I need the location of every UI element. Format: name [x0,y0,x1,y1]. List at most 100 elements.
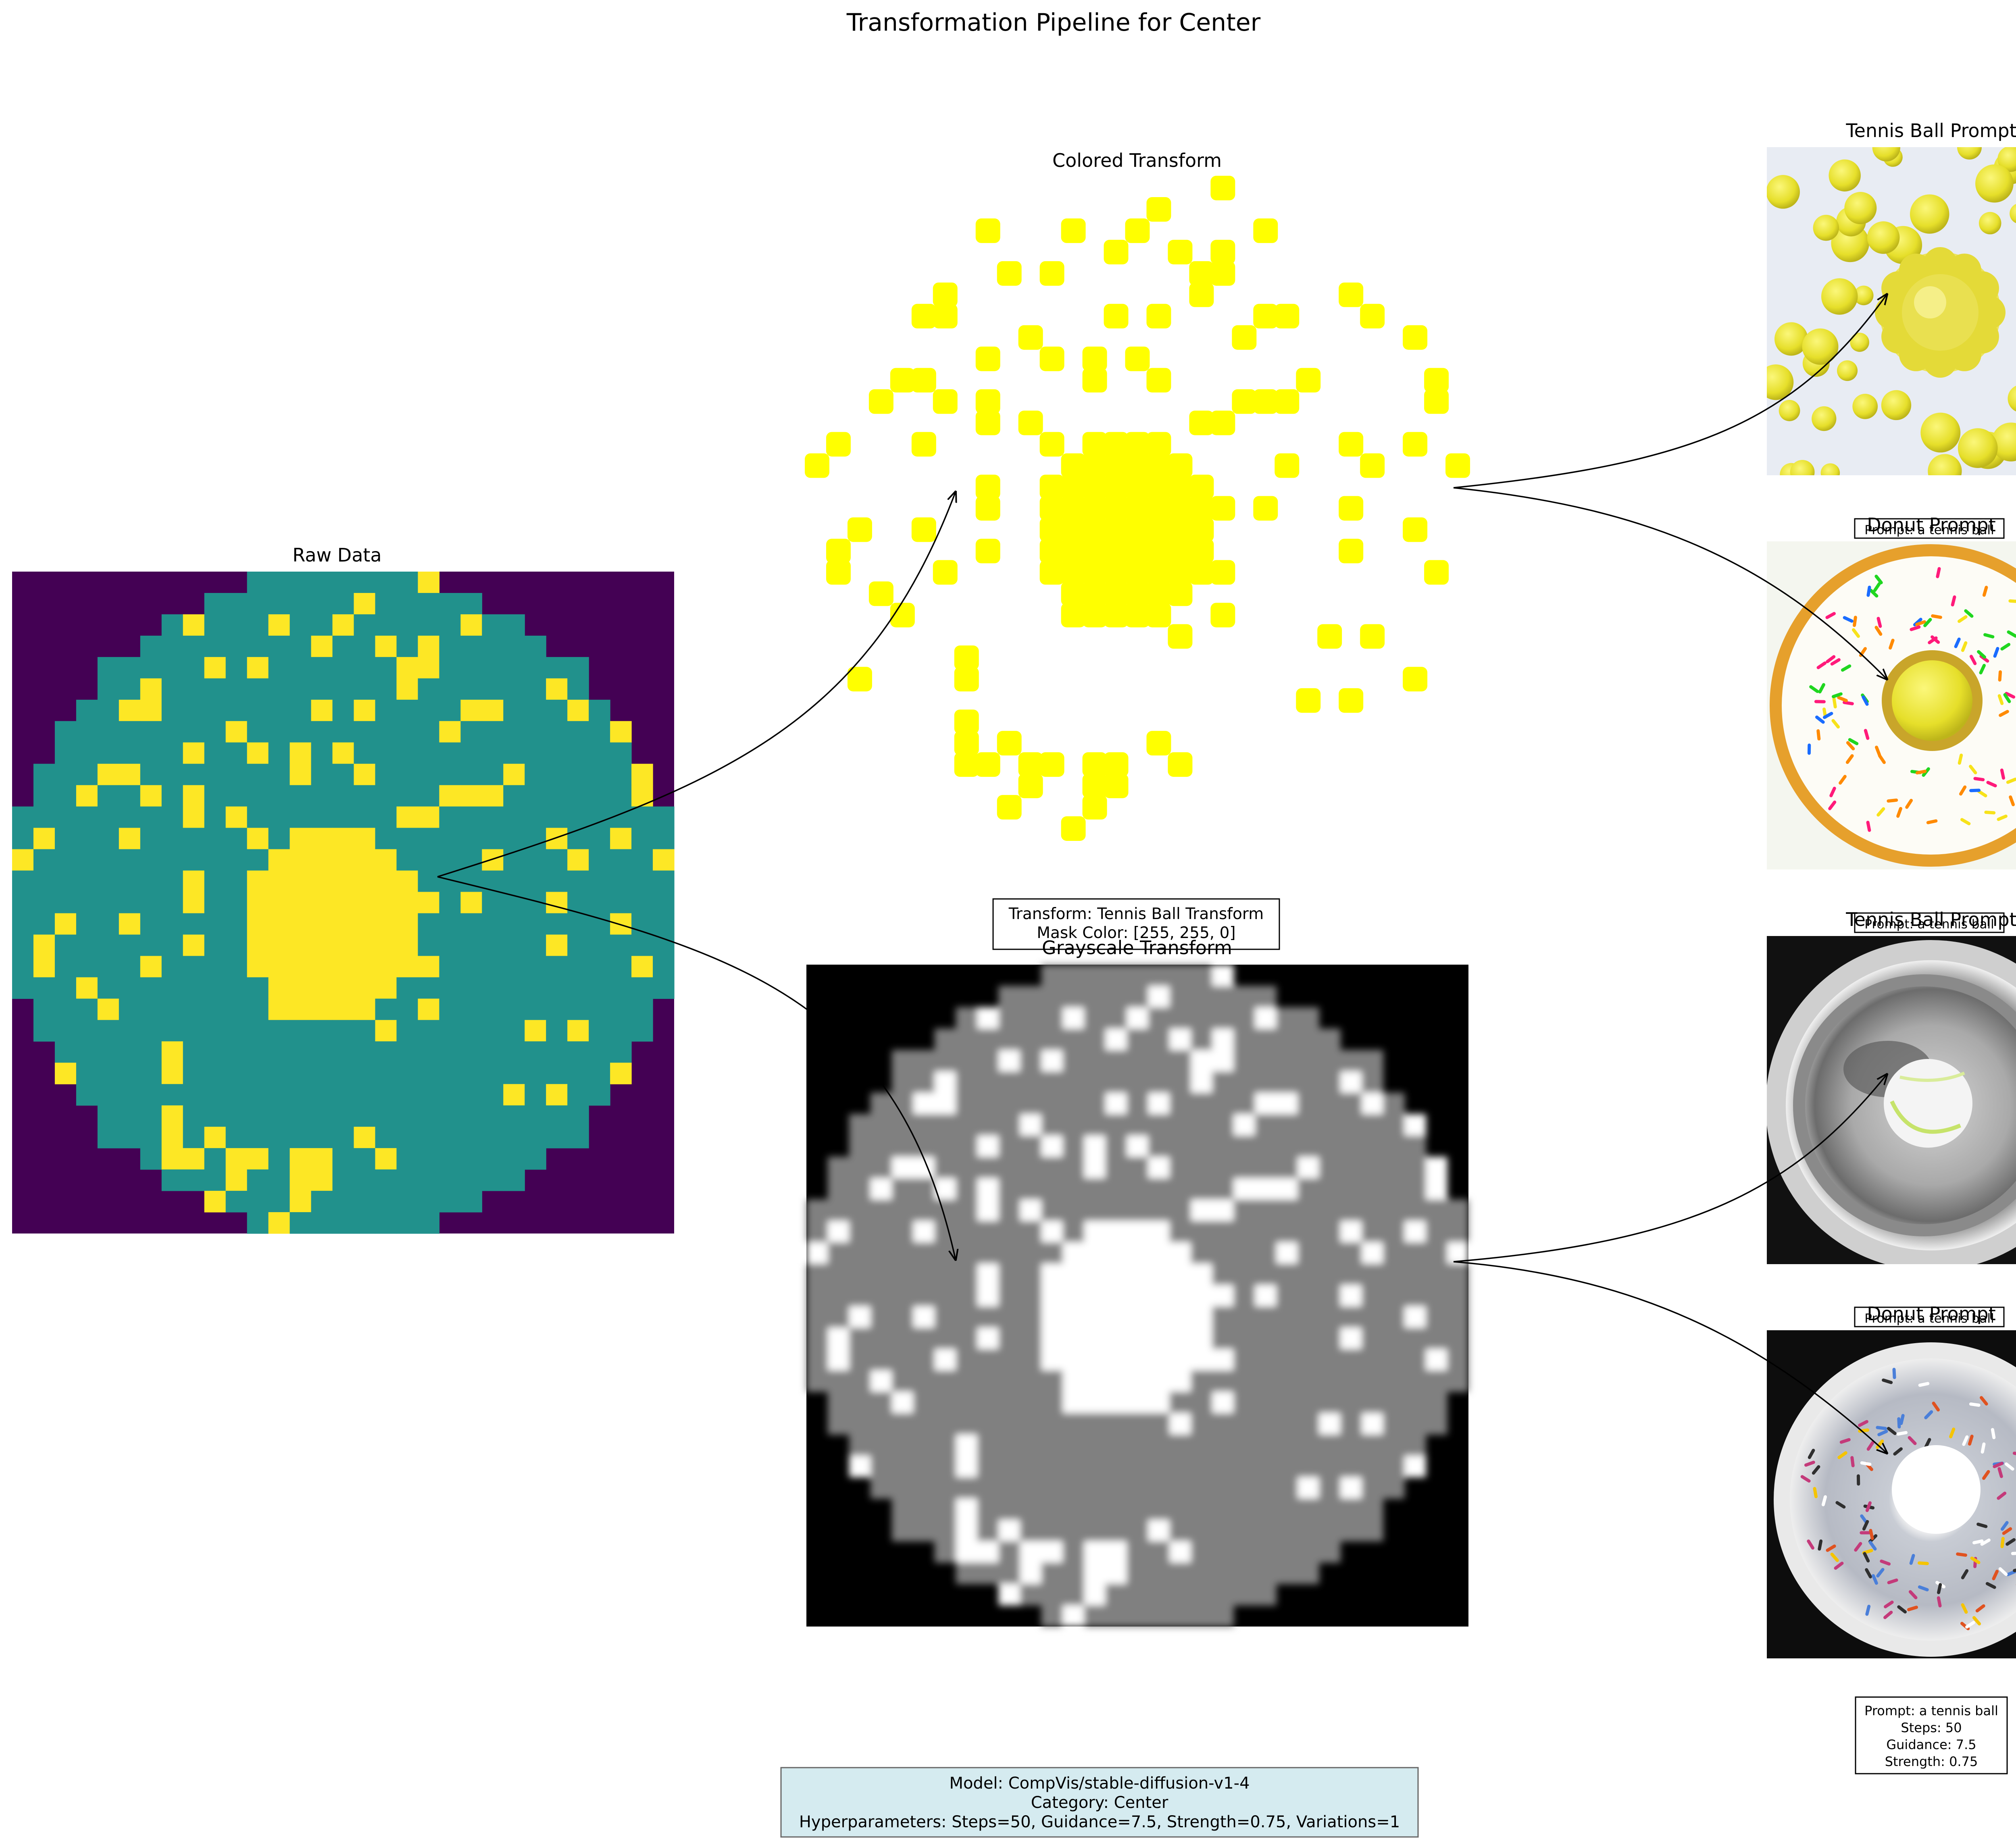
raw-cell [289,593,312,615]
raw-cell [311,1169,333,1191]
model-category: Category: Center [1031,1793,1168,1812]
gray-cell [1383,1135,1405,1157]
gray-cell [977,1520,999,1541]
gray-cell [1084,1178,1106,1200]
gray-cell [1084,1456,1106,1477]
raw-cell [161,934,183,957]
gray-cell [1255,1114,1277,1136]
raw-cell [332,977,354,999]
sprinkle [1830,658,1841,666]
gray-cell [1276,1477,1298,1499]
sprinkle [1999,710,2009,717]
gray-cell [891,1520,914,1541]
sprinkle [1976,1523,1988,1528]
gray-cell [1255,1520,1277,1541]
raw-cell [546,934,568,957]
gray-cell [977,1242,999,1264]
raw-cell [354,1084,376,1106]
gray-cell [1404,1456,1426,1477]
gray-cell [1404,1135,1426,1157]
raw-cell [375,806,397,828]
gray-cell [1127,1541,1149,1563]
raw-cell [567,849,589,871]
gray-cell [1062,1605,1085,1627]
gray-cell [1084,1327,1106,1350]
raw-cell [589,1063,610,1084]
raw-cell [332,635,354,657]
raw-cell [247,614,269,636]
gray-cell [1212,1178,1234,1200]
raw-cell [204,934,226,957]
gray-cell [1404,1413,1426,1435]
raw-cell [161,998,183,1020]
gray-cell [913,1135,935,1157]
gray-cell [1062,1392,1085,1413]
gray-cell [1169,1456,1191,1477]
gray-cell [870,1413,892,1435]
gray-cell [1255,1584,1277,1606]
raw-cell [439,1127,461,1148]
raw-cell [12,956,34,978]
raw-cell [525,742,546,764]
model-name: Model: CompVis/stable-diffusion-v1-4 [949,1774,1250,1793]
raw-cell [460,1084,482,1106]
raw-cell [525,721,546,743]
raw-cell [396,892,418,914]
gray-cell [1233,1584,1255,1606]
raw-cell [247,657,269,679]
raw-cell [119,678,141,700]
tennis-ball [1867,221,1900,254]
sprinkle [2000,643,2011,651]
colored-cell [1210,560,1235,585]
raw-cell [97,913,119,935]
raw-cell [12,870,34,892]
raw-cell [33,934,55,957]
colored-transform-image [805,176,1470,841]
sprinkle [1856,1474,1860,1486]
colored-cell [1082,432,1107,457]
gray-cell [977,1199,999,1221]
raw-cell [610,956,632,978]
raw-cell [97,806,119,828]
gray-cell [1148,1178,1170,1200]
gray-cell [849,1349,871,1371]
raw-cell [546,1105,568,1127]
raw-cell [289,1169,312,1191]
raw-cell [439,1063,461,1084]
output-4-image [1767,1330,2016,1658]
gray-cell [977,1456,999,1477]
colored-cell [1339,432,1364,457]
raw-cell [546,892,568,914]
gray-cell [1340,1520,1362,1541]
raw-cell [418,892,439,914]
raw-cell [311,913,333,935]
raw-cell [76,956,98,978]
gray-cell [1340,1306,1362,1328]
gray-cell [1426,1221,1447,1243]
raw-cell [119,657,141,679]
raw-cell [439,1105,461,1127]
gray-cell [1062,986,1085,1008]
gray-cell [1041,1392,1063,1413]
raw-cell [375,1105,397,1127]
gray-cell [1062,1434,1085,1456]
gray-cell [1105,1562,1127,1584]
gray-cell [934,1370,956,1392]
gray-cell [870,1477,892,1499]
raw-cell [482,614,504,636]
gray-cell [1255,1028,1277,1050]
raw-cell [54,849,77,871]
raw-cell [418,1169,439,1191]
gray-cell [1297,1263,1319,1286]
gray-cell [1319,1349,1341,1371]
raw-cell [119,892,141,914]
sprinkle [1868,1541,1877,1551]
gray-cell [1105,1221,1127,1243]
raw-cell [482,913,504,935]
gray-cell [934,1520,956,1541]
raw-cell [225,785,248,807]
sprinkle [1832,697,1837,709]
gray-cell [1297,1434,1319,1456]
raw-cell [396,1020,418,1042]
gray-cell [1297,1498,1319,1520]
